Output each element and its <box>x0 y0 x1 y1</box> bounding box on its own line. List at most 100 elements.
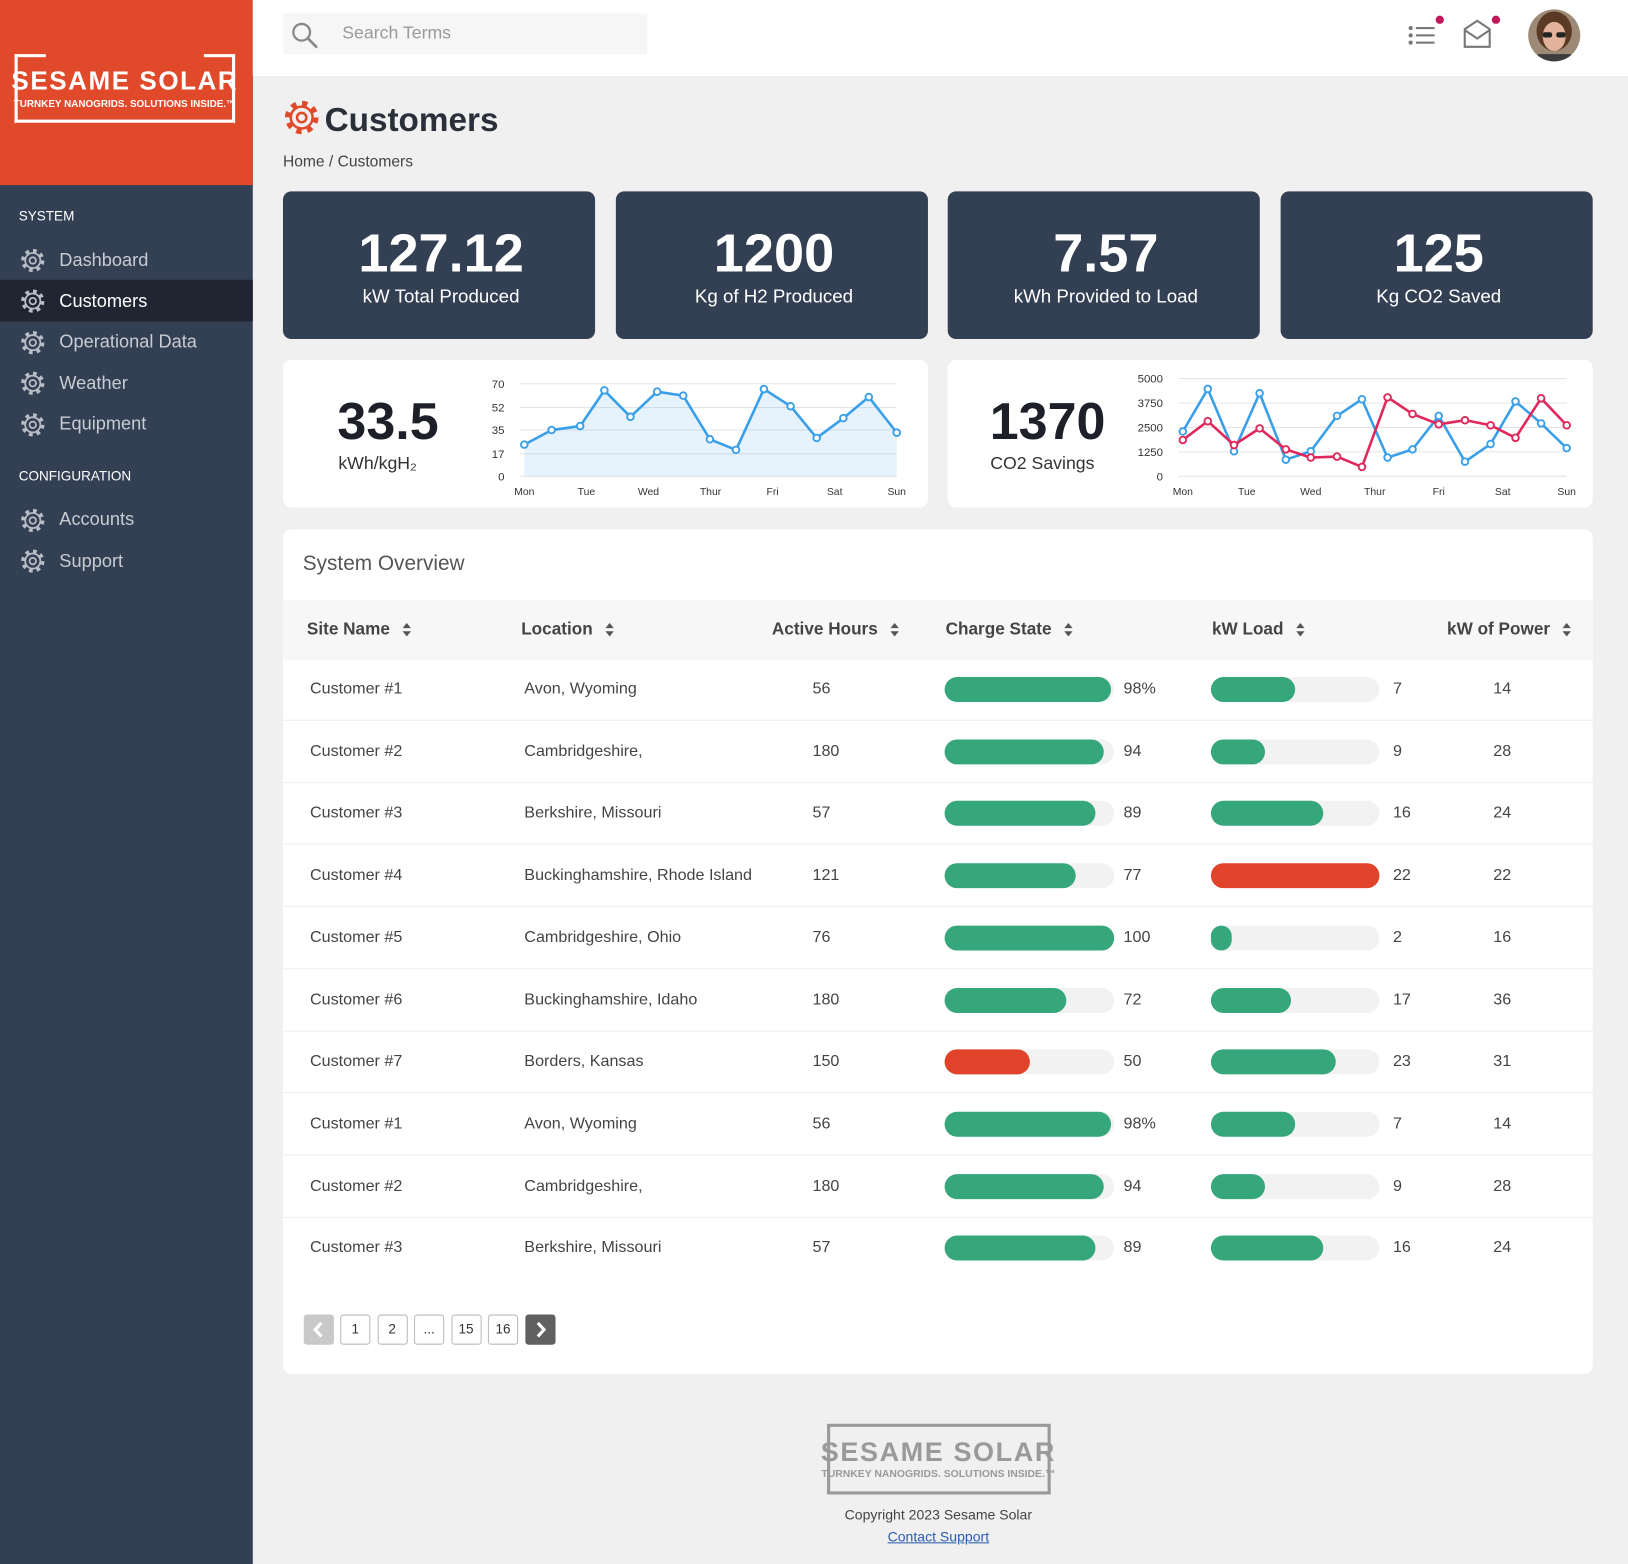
y-tick-label: 3750 <box>1138 398 1163 410</box>
page-button[interactable] <box>450 1314 482 1345</box>
header-cell: kW Load <box>1211 617 1305 641</box>
header-cell: Charge State <box>946 617 1073 641</box>
sort-icon[interactable] <box>1063 622 1073 637</box>
gear-icon <box>20 288 46 314</box>
stat-label: Kg CO2 Saved <box>1376 285 1502 307</box>
avatar[interactable] <box>1527 8 1581 62</box>
area <box>524 389 897 477</box>
cell-location: Avon, Wyoming <box>524 680 637 698</box>
x-tick-label: Sat <box>1495 487 1511 498</box>
y-tick-label: 2500 <box>1138 423 1163 435</box>
point <box>864 392 874 402</box>
point <box>1203 416 1213 426</box>
point <box>1203 384 1213 394</box>
breadcrumb: Home / Customers <box>282 152 414 171</box>
cell-location: Berkshire, Missouri <box>524 804 662 823</box>
point <box>1281 445 1291 454</box>
load-bar <box>1210 677 1296 702</box>
cell-charge: 94 <box>1123 1176 1142 1195</box>
load-bar <box>1210 863 1380 889</box>
page-label[interactable]: ... <box>423 1320 435 1337</box>
cell-charge: 94 <box>1123 742 1142 760</box>
cell-location: Cambridgeshire, <box>524 1176 643 1195</box>
column-header[interactable]: kW Load <box>1211 619 1284 639</box>
cell-hours: 150 <box>812 1052 840 1071</box>
sort-icon[interactable] <box>605 622 614 637</box>
cell-load: 16 <box>1392 804 1411 823</box>
row-divider <box>282 781 1593 783</box>
row-divider <box>282 1030 1593 1032</box>
prev-icon <box>313 1321 323 1338</box>
column-header[interactable]: Site Name <box>306 619 390 639</box>
x-tick-label: Sat <box>827 487 843 498</box>
cell-power: 28 <box>1493 742 1512 760</box>
menu-item[interactable]: Support <box>59 549 124 571</box>
cell-load: 7 <box>1392 680 1402 698</box>
menu-item[interactable]: Weather <box>59 371 128 393</box>
column-header[interactable]: Location <box>521 619 593 639</box>
footer-logo-base <box>827 1491 1051 1495</box>
sort-icon[interactable] <box>1562 622 1571 637</box>
menu-item[interactable]: Operational Data <box>59 331 197 352</box>
cell-location: Berkshire, Missouri <box>524 1238 662 1257</box>
gear-icon <box>20 370 46 396</box>
page-next[interactable] <box>525 1314 556 1345</box>
point <box>705 435 715 444</box>
stat-label: Kg of H2 Produced <box>694 285 854 307</box>
point <box>731 445 741 455</box>
contact-link[interactable]: Contact Support <box>887 1528 990 1544</box>
cell-power: 31 <box>1493 1052 1512 1071</box>
mail-icon[interactable] <box>1461 12 1505 54</box>
page-label[interactable]: 16 <box>495 1320 511 1337</box>
sort-icon[interactable] <box>402 622 411 637</box>
cell-power: 24 <box>1493 1238 1512 1257</box>
page-button[interactable] <box>414 1314 445 1345</box>
point <box>812 433 821 443</box>
page-title: Customers <box>324 100 499 138</box>
overview-card <box>282 529 1593 1374</box>
point <box>1460 415 1470 425</box>
cell-charge: 98% <box>1123 1114 1156 1133</box>
sort-icon[interactable] <box>890 622 899 637</box>
point <box>1511 433 1520 443</box>
cell-hours: 180 <box>812 742 840 760</box>
x-tick-label: Sun <box>887 487 906 498</box>
header-cell: Site Name <box>307 617 411 641</box>
point <box>839 413 848 423</box>
x-tick-label: Mon <box>1173 487 1193 498</box>
page-button[interactable] <box>377 1314 408 1345</box>
page-label[interactable]: 15 <box>458 1320 474 1337</box>
menu-item[interactable]: Customers <box>59 290 148 311</box>
page-prev[interactable] <box>303 1314 334 1345</box>
menu-item[interactable]: Accounts <box>59 508 135 530</box>
sort-icon[interactable] <box>1295 622 1305 637</box>
column-header[interactable]: Charge State <box>945 619 1052 639</box>
x-tick-label: Wed <box>638 487 659 498</box>
point <box>1281 455 1291 464</box>
point <box>1562 421 1571 430</box>
point <box>1383 453 1392 462</box>
logo-corner <box>14 54 46 58</box>
page-label[interactable]: 1 <box>351 1320 360 1337</box>
table-title: System Overview <box>302 552 465 576</box>
stat-value: 1200 <box>713 223 835 284</box>
page-button[interactable] <box>487 1314 519 1345</box>
column-header[interactable]: kW of Power <box>1447 619 1551 639</box>
menu-section: CONFIGURATION <box>18 467 132 484</box>
load-bar <box>1210 925 1232 951</box>
column-header[interactable]: Active Hours <box>771 619 878 639</box>
point <box>759 384 769 394</box>
page-button[interactable] <box>340 1314 371 1345</box>
page-label[interactable]: 2 <box>388 1320 396 1337</box>
menu-item[interactable]: Dashboard <box>59 249 149 270</box>
load-bar <box>1210 1111 1296 1137</box>
list-icon[interactable] <box>1404 15 1446 52</box>
point <box>626 412 635 422</box>
chart-value: 33.5 <box>337 392 439 451</box>
search-icon <box>292 22 318 49</box>
menu-item[interactable]: Equipment <box>59 412 147 434</box>
point <box>1434 420 1444 429</box>
logo-base <box>14 119 236 123</box>
search-box[interactable] <box>282 13 648 55</box>
cell-hours: 121 <box>812 866 840 885</box>
